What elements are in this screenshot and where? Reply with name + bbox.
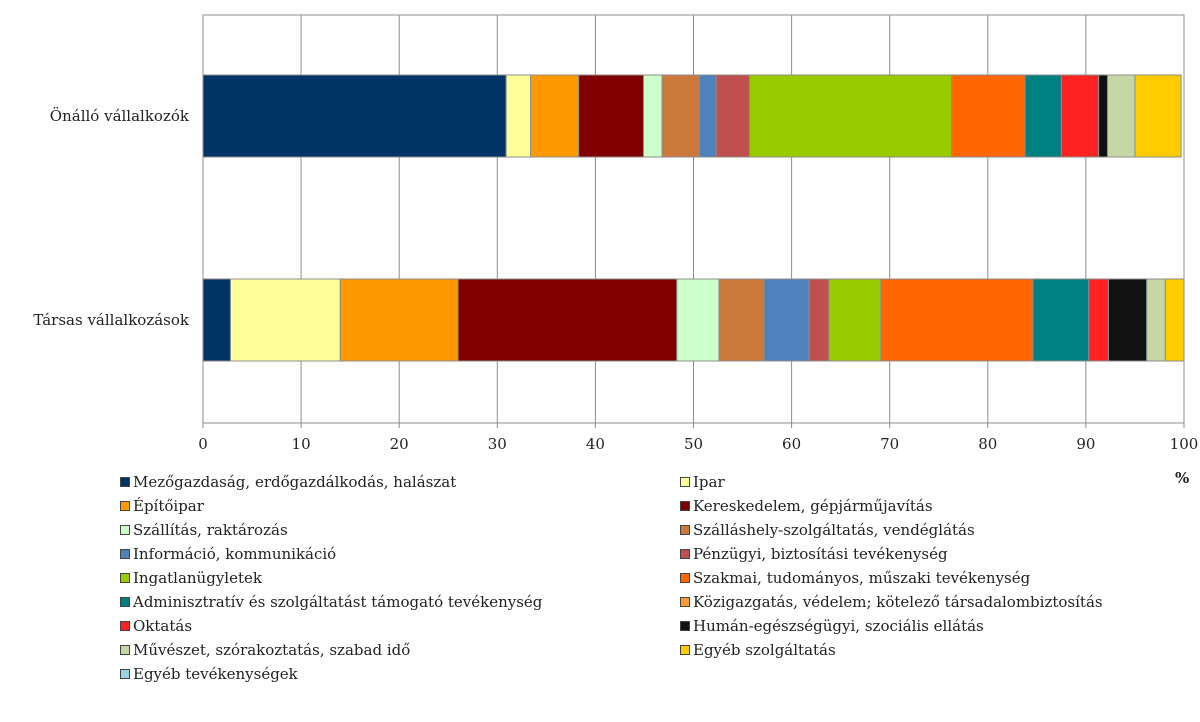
legend-item: Oktatás xyxy=(120,614,680,638)
legend-label: Információ, kommunikáció xyxy=(133,545,337,563)
bar-segment xyxy=(229,278,341,362)
legend-item: Kereskedelem, gépjárműjavítás xyxy=(680,494,1200,518)
legend: Mezőgazdaság, erdőgazdálkodás, halászat I… xyxy=(120,470,1200,686)
bar-segment xyxy=(1032,278,1090,362)
legend-item: Művészet, szórakoztatás, szabad idő xyxy=(120,638,680,662)
legend-label: Építőipar xyxy=(133,497,204,515)
legend-label: Szállítás, raktározás xyxy=(133,521,288,539)
bar-segment xyxy=(1107,278,1148,362)
legend-item: Mezőgazdaság, erdőgazdálkodás, halászat xyxy=(120,470,680,494)
bar-segment xyxy=(763,278,810,362)
bar-segment xyxy=(661,74,700,158)
bar-segment xyxy=(1024,74,1062,158)
stacked-bar-chart: 0 10 20 30 40 50 60 70 80 90 100 Önálló vállalkozók… xyxy=(33,14,1198,453)
legend-item: Humán-egészségügyi, szociális ellátás xyxy=(680,614,1200,638)
legend-label: Művészet, szórakoztatás, szabad idő xyxy=(133,641,411,659)
legend-label: Oktatás xyxy=(133,617,193,635)
bar-segment xyxy=(951,74,1026,158)
legend-item: Egyéb tevékenységek xyxy=(120,662,680,686)
legend-item: Pénzügyi, biztosítási tevékenység xyxy=(680,542,1200,566)
bar-segment xyxy=(828,278,882,362)
legend-swatch xyxy=(120,477,130,487)
x-tick-label: 70 xyxy=(880,435,899,453)
bar-segment xyxy=(1146,278,1166,362)
bars xyxy=(202,74,1185,362)
x-tick-label: 30 xyxy=(488,435,507,453)
legend-label: Egyéb tevékenységek xyxy=(133,665,298,683)
x-tick-label: 100 xyxy=(1170,435,1199,453)
legend-swatch xyxy=(120,525,130,535)
legend-label: Szakmai, tudományos, műszaki tevékenység xyxy=(693,569,1031,587)
legend-label: Ipar xyxy=(693,473,725,491)
legend-swatch xyxy=(120,621,130,631)
legend-swatch xyxy=(120,597,130,607)
bar-segment xyxy=(1164,278,1185,362)
legend-item: Egyéb szolgáltatás xyxy=(680,638,1200,662)
x-tick-label: 40 xyxy=(586,435,605,453)
bar-segment xyxy=(1060,74,1100,158)
legend-label: Adminisztratív és szolgáltatást támogató… xyxy=(133,593,543,611)
legend-swatch xyxy=(680,549,690,559)
bar-segment xyxy=(578,74,644,158)
x-tick-label: 90 xyxy=(1076,435,1095,453)
legend-swatch xyxy=(680,621,690,631)
legend-item: Ipar xyxy=(680,470,1200,494)
bar-segment xyxy=(748,74,953,158)
bar-segment xyxy=(202,74,507,158)
bar-segment xyxy=(698,74,717,158)
bar-segment xyxy=(339,278,459,362)
legend-item: Szakmai, tudományos, műszaki tevékenység xyxy=(680,566,1200,590)
legend-label: Szálláshely-szolgáltatás, vendéglátás xyxy=(693,521,975,539)
legend-label: Mezőgazdaság, erdőgazdálkodás, halászat xyxy=(133,473,457,491)
bar-segment xyxy=(1106,74,1136,158)
bar-segment xyxy=(880,278,1034,362)
bar-segment xyxy=(202,278,231,362)
bar-segment xyxy=(1134,74,1182,158)
legend-label: Pénzügyi, biztosítási tevékenység xyxy=(693,545,948,563)
x-tick-label: 20 xyxy=(390,435,409,453)
bar-segment xyxy=(457,278,678,362)
category-label: Társas vállalkozások xyxy=(33,311,190,329)
bar-segment xyxy=(505,74,532,158)
x-tick-label: 50 xyxy=(684,435,703,453)
legend-swatch xyxy=(120,501,130,511)
legend-swatch xyxy=(680,597,690,607)
x-tick-label: 60 xyxy=(782,435,801,453)
bar-segment xyxy=(808,278,830,362)
x-tick-label: 10 xyxy=(292,435,311,453)
legend-label: Egyéb szolgáltatás xyxy=(693,641,836,659)
legend-item: Szálláshely-szolgáltatás, vendéglátás xyxy=(680,518,1200,542)
legend-label: Közigazgatás, védelem; kötelező társadal… xyxy=(693,593,1103,611)
legend-item: Ingatlanügyletek xyxy=(120,566,680,590)
legend-swatch xyxy=(680,645,690,655)
legend-swatch xyxy=(680,573,690,583)
legend-item: Adminisztratív és szolgáltatást támogató… xyxy=(120,590,680,614)
legend-label: Kereskedelem, gépjárműjavítás xyxy=(693,497,933,515)
x-tick-label: 0 xyxy=(198,435,208,453)
bar-segment xyxy=(1088,278,1109,362)
x-tick-label: 80 xyxy=(978,435,997,453)
bar-segment xyxy=(676,278,720,362)
bar-segment xyxy=(642,74,663,158)
bar-segment xyxy=(1098,74,1108,158)
legend-swatch xyxy=(120,669,130,679)
legend-label: Ingatlanügyletek xyxy=(133,569,262,587)
legend-item: Közigazgatás, védelem; kötelező társadal… xyxy=(680,590,1200,614)
legend-swatch xyxy=(680,477,690,487)
legend-item: Szállítás, raktározás xyxy=(120,518,680,542)
bar-segment xyxy=(530,74,580,158)
bar-segment xyxy=(718,278,765,362)
legend-item: Építőipar xyxy=(120,494,680,518)
x-axis-unit: % xyxy=(1175,469,1190,487)
legend-swatch xyxy=(120,573,130,583)
legend-swatch xyxy=(680,501,690,511)
category-label: Önálló vállalkozók xyxy=(50,107,190,125)
legend-label: Humán-egészségügyi, szociális ellátás xyxy=(693,617,984,635)
legend-swatch xyxy=(680,525,690,535)
legend-swatch xyxy=(120,645,130,655)
bar-segment xyxy=(715,74,750,158)
legend-swatch xyxy=(120,549,130,559)
axes: 0 10 20 30 40 50 60 70 80 90 100 Önálló vállalkozók… xyxy=(33,107,1198,453)
legend-item: Információ, kommunikáció xyxy=(120,542,680,566)
